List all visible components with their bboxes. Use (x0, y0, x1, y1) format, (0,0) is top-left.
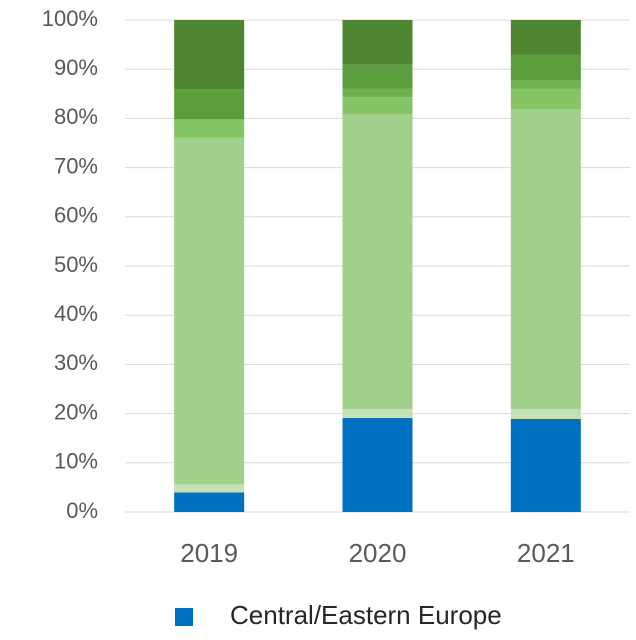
bar-segment (342, 88, 413, 98)
y-tick-label: 20% (54, 399, 98, 424)
bar-segment (174, 137, 245, 485)
bar-segment (342, 64, 413, 89)
bar-segment (174, 20, 245, 90)
bar-segment (342, 409, 413, 419)
y-tick-label: 50% (54, 252, 98, 277)
bar-segment (174, 119, 245, 138)
bar-segment (510, 409, 581, 420)
bar-segment (342, 418, 413, 512)
bar-segment (510, 88, 581, 110)
bar-segment (510, 109, 581, 410)
x-tick-label: 2021 (517, 538, 575, 568)
y-tick-label: 80% (54, 104, 98, 129)
x-tick-label: 2020 (349, 538, 407, 568)
y-tick-label: 70% (54, 153, 98, 178)
legend-label: Central/Eastern Europe (230, 600, 502, 630)
y-tick-label: 90% (54, 55, 98, 80)
y-tick-label: 40% (54, 301, 98, 326)
y-tick-label: 60% (54, 203, 98, 228)
y-tick-label: 100% (42, 6, 98, 31)
bar-segment (342, 113, 413, 410)
y-tick-label: 0% (66, 498, 98, 523)
y-tick-label: 10% (54, 449, 98, 474)
bar-segment (174, 492, 245, 512)
bar-segment (510, 419, 581, 512)
y-tick-label: 30% (54, 350, 98, 375)
bar-segment (342, 20, 413, 65)
bar-segment (342, 97, 413, 114)
x-tick-label: 2019 (180, 538, 238, 568)
bar-segment (510, 54, 581, 81)
bar-segment (174, 484, 245, 493)
legend-swatch (175, 608, 193, 626)
bar-segment (510, 20, 581, 55)
bar-segment (174, 89, 245, 120)
bar-segment (510, 80, 581, 89)
